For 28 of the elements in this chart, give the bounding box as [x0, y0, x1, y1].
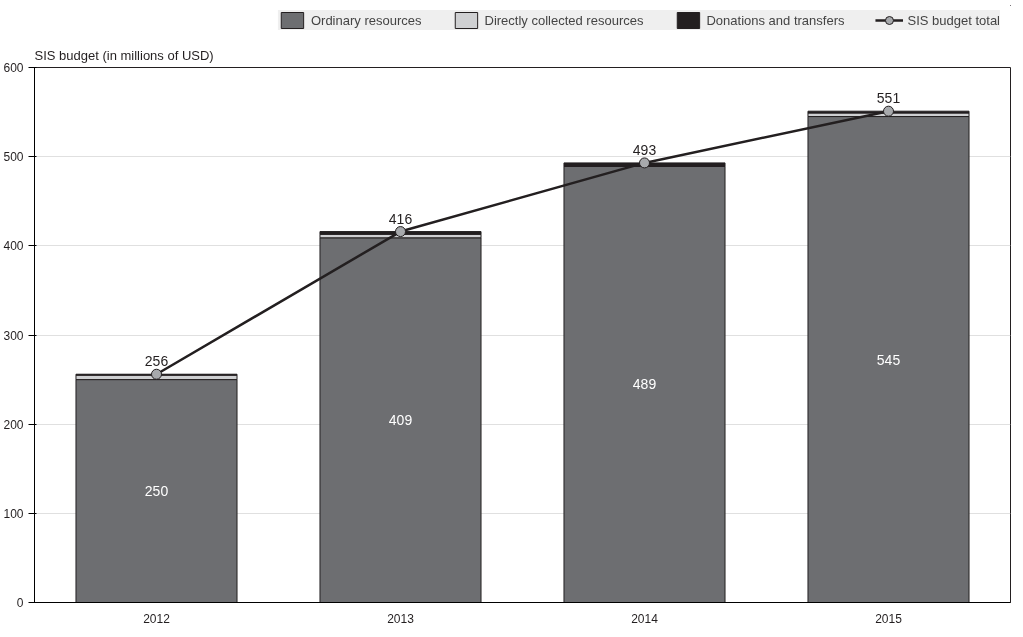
x-tick-label: 2012 [143, 611, 171, 626]
data-label: 489 [632, 376, 657, 393]
legend-label: SIS budget total [907, 12, 1000, 28]
y-tick-label: 600 [3, 61, 24, 75]
x-tick-label: 2013 [387, 611, 415, 626]
x-tick-label: 2014 [631, 611, 659, 626]
legend-label: Directly collected resources [484, 12, 644, 28]
point [883, 105, 894, 117]
y-tick-label: 100 [3, 506, 24, 521]
data-label: 256 [144, 353, 169, 370]
data-label: 409 [388, 412, 413, 429]
data-label: 250 [144, 483, 169, 500]
y-tick-label: 0 [16, 596, 24, 610]
legend-label: Donations and transfers [706, 12, 845, 28]
legend-label: Ordinary resources [310, 12, 422, 28]
point [151, 368, 162, 380]
y-tick-label: 300 [3, 328, 24, 343]
y-tick-label: 500 [3, 150, 24, 165]
point [639, 157, 650, 169]
data-label: 416 [388, 210, 413, 227]
y-tick-label: 200 [3, 417, 24, 432]
y-tick-label: 400 [3, 239, 24, 254]
point [395, 226, 406, 238]
data-label: 551 [876, 90, 901, 107]
data-label: 545 [876, 351, 901, 368]
y-axis-title: SIS budget (in millions of USD) [34, 47, 214, 63]
data-label: 493 [632, 141, 657, 158]
x-tick-label: 2015 [875, 611, 903, 626]
